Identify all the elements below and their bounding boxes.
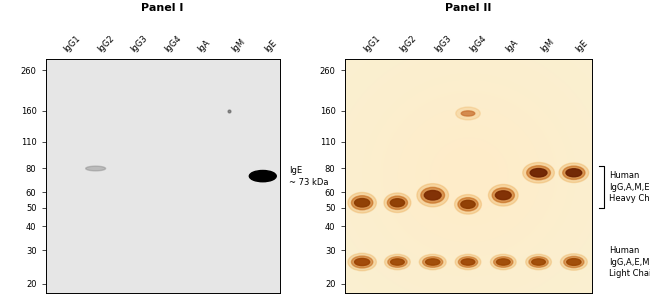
Ellipse shape bbox=[419, 254, 446, 270]
Ellipse shape bbox=[385, 254, 410, 270]
Ellipse shape bbox=[497, 259, 510, 265]
Ellipse shape bbox=[424, 191, 441, 200]
Ellipse shape bbox=[250, 171, 276, 182]
Ellipse shape bbox=[421, 187, 445, 203]
Ellipse shape bbox=[529, 257, 548, 267]
Text: Human
IgG,A,M,E
Heavy Chain: Human IgG,A,M,E Heavy Chain bbox=[609, 171, 650, 203]
Ellipse shape bbox=[564, 256, 584, 268]
Ellipse shape bbox=[355, 199, 370, 207]
Title: Panel II: Panel II bbox=[445, 3, 491, 13]
Title: Panel I: Panel I bbox=[141, 3, 184, 13]
Ellipse shape bbox=[86, 166, 105, 171]
Ellipse shape bbox=[455, 254, 481, 270]
Ellipse shape bbox=[384, 193, 411, 213]
Ellipse shape bbox=[458, 257, 478, 267]
Ellipse shape bbox=[526, 254, 551, 270]
Ellipse shape bbox=[530, 168, 547, 177]
Ellipse shape bbox=[352, 196, 373, 210]
Ellipse shape bbox=[426, 259, 440, 265]
Ellipse shape bbox=[388, 257, 407, 267]
Ellipse shape bbox=[532, 259, 545, 265]
Ellipse shape bbox=[491, 254, 516, 270]
Ellipse shape bbox=[462, 111, 474, 116]
Ellipse shape bbox=[417, 184, 448, 207]
Text: IgE
~ 73 kDa: IgE ~ 73 kDa bbox=[289, 166, 328, 187]
Ellipse shape bbox=[559, 163, 589, 183]
Ellipse shape bbox=[493, 257, 513, 267]
Ellipse shape bbox=[391, 259, 404, 265]
Ellipse shape bbox=[492, 188, 514, 203]
Ellipse shape bbox=[454, 195, 482, 214]
Ellipse shape bbox=[352, 256, 373, 268]
Ellipse shape bbox=[526, 166, 551, 180]
Ellipse shape bbox=[387, 196, 408, 209]
Ellipse shape bbox=[488, 184, 518, 206]
Ellipse shape bbox=[567, 259, 581, 265]
Ellipse shape bbox=[461, 200, 475, 208]
Ellipse shape bbox=[348, 192, 376, 213]
Ellipse shape bbox=[458, 198, 478, 211]
Ellipse shape bbox=[348, 253, 376, 271]
Ellipse shape bbox=[456, 107, 480, 120]
Ellipse shape bbox=[560, 254, 588, 270]
Ellipse shape bbox=[355, 258, 370, 265]
Ellipse shape bbox=[563, 166, 585, 180]
Ellipse shape bbox=[523, 162, 554, 183]
Ellipse shape bbox=[390, 199, 404, 207]
Ellipse shape bbox=[462, 259, 474, 265]
Text: Human
IgG,A,E,M
Light Chain: Human IgG,A,E,M Light Chain bbox=[609, 246, 650, 278]
Ellipse shape bbox=[422, 257, 443, 267]
Ellipse shape bbox=[495, 191, 511, 200]
Ellipse shape bbox=[566, 169, 582, 177]
